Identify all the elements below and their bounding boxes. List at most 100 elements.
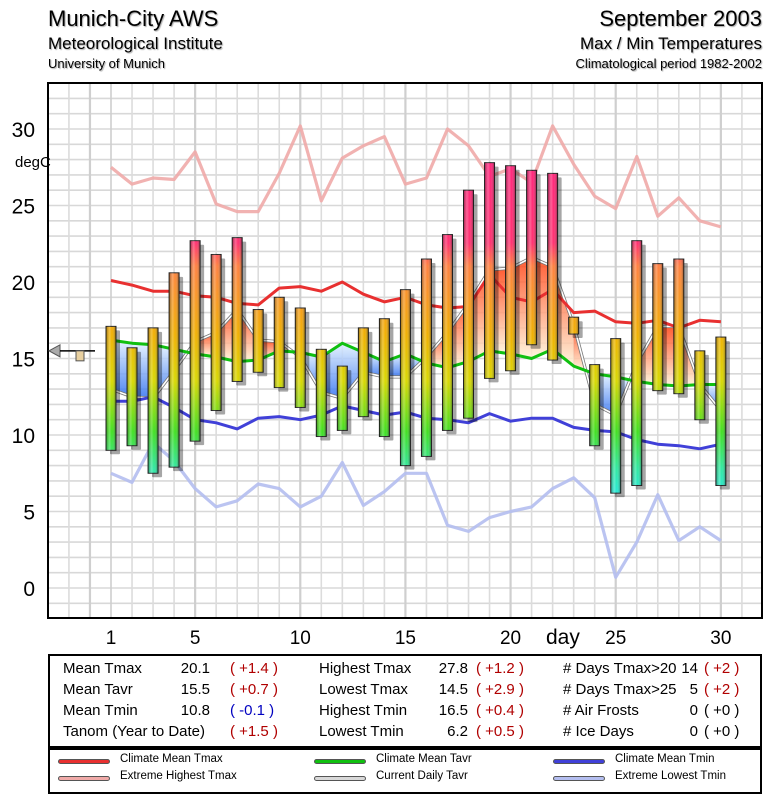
bar-bevel bbox=[715, 337, 726, 486]
bar-bevel bbox=[400, 289, 411, 466]
daily-bar bbox=[252, 309, 268, 377]
bar-bevel bbox=[337, 366, 348, 431]
stat-label: # Days Tmax>25 bbox=[563, 681, 677, 698]
legend-swatch bbox=[553, 776, 605, 781]
stat-anomaly: ( +1.4 ) bbox=[230, 660, 278, 677]
bar-bevel bbox=[379, 318, 390, 437]
stat-value: 20.1 bbox=[180, 660, 210, 677]
daily-bar bbox=[484, 162, 499, 383]
stat-value: 5 bbox=[689, 681, 698, 698]
university-title: University of Munich bbox=[48, 56, 166, 71]
legend-swatch bbox=[58, 776, 110, 781]
extreme-highest-tmax-line bbox=[110, 124, 722, 229]
stat-anomaly: ( -0.1 ) bbox=[230, 702, 275, 719]
stat-value: 27.8 bbox=[438, 660, 468, 677]
stat-anomaly: ( +2 ) bbox=[704, 681, 740, 698]
x-tick-label: 15 bbox=[395, 628, 416, 649]
daily-bar bbox=[378, 318, 394, 441]
bar-bevel bbox=[274, 297, 285, 388]
daily-bar bbox=[441, 234, 457, 435]
y-tick-label: 10 bbox=[12, 425, 35, 448]
bar-bevel bbox=[463, 190, 474, 419]
stat-value: 14.5 bbox=[438, 681, 468, 698]
x-tick-label: 30 bbox=[710, 628, 731, 649]
stat-anomaly: ( +0.5 ) bbox=[476, 723, 524, 740]
legend-label: Climate Mean Tmax bbox=[120, 753, 223, 765]
bar-bevel bbox=[610, 338, 621, 494]
extreme-lowest-tmin-line bbox=[110, 441, 722, 579]
daily-bar bbox=[652, 263, 667, 395]
daily-bar bbox=[694, 350, 709, 424]
daily-bar bbox=[231, 237, 247, 386]
daily-bar bbox=[210, 253, 226, 415]
stat-anomaly: ( +2.9 ) bbox=[476, 681, 524, 698]
stat-label: # Ice Days bbox=[563, 723, 634, 740]
marker-arrow-icon bbox=[47, 344, 61, 358]
daily-bar bbox=[420, 258, 436, 461]
y-tick-label: 20 bbox=[12, 272, 35, 295]
daily-bar bbox=[126, 347, 142, 450]
month-title: September 2003 bbox=[599, 6, 762, 31]
bar-bevel bbox=[169, 272, 180, 468]
daily-bar bbox=[547, 172, 562, 365]
bar-bevel bbox=[568, 317, 579, 335]
daily-bar bbox=[105, 325, 120, 455]
x-tick-label: 1 bbox=[106, 628, 117, 649]
x-tick-label: 5 bbox=[190, 628, 201, 649]
bar-bevel bbox=[526, 170, 537, 345]
daily-bar bbox=[147, 327, 163, 478]
bar-bevel bbox=[211, 254, 222, 411]
stat-value: 6.2 bbox=[447, 723, 468, 740]
stat-label: Mean Tmin bbox=[63, 702, 138, 719]
bar-bevel bbox=[421, 259, 432, 457]
stat-anomaly: ( +0.7 ) bbox=[230, 681, 278, 698]
bar-bevel bbox=[253, 309, 264, 373]
stat-label: Lowest Tmax bbox=[319, 681, 408, 698]
y-tick-label: 15 bbox=[12, 349, 35, 372]
legend-swatch bbox=[553, 759, 605, 764]
bar-bevel bbox=[547, 173, 558, 361]
daily-bar bbox=[463, 189, 478, 423]
bar-bevel bbox=[106, 326, 116, 451]
daily-bar bbox=[673, 258, 688, 398]
stat-value: 15.5 bbox=[180, 681, 210, 698]
bar-bevel bbox=[694, 350, 705, 420]
chart-subtitle: Max / Min Temperatures bbox=[579, 34, 762, 53]
bar-bevel bbox=[631, 240, 642, 486]
daily-bar bbox=[399, 289, 415, 470]
legend-label: Extreme Lowest Tmin bbox=[615, 770, 726, 782]
stat-anomaly: ( +1.2 ) bbox=[476, 660, 524, 677]
daily-bar bbox=[189, 240, 205, 446]
bar-bevel bbox=[148, 327, 159, 474]
stat-label: # Air Frosts bbox=[563, 702, 639, 719]
daily-bar bbox=[589, 364, 604, 450]
legend: Climate Mean Tmax Extreme Highest Tmax Cli… bbox=[48, 748, 762, 794]
daily-bar bbox=[505, 165, 520, 375]
daily-bar bbox=[568, 316, 583, 339]
legend-label: Extreme Highest Tmax bbox=[120, 770, 237, 782]
daily-bar bbox=[168, 272, 184, 472]
legend-swatch bbox=[314, 776, 366, 781]
legend-label: Climate Mean Tavr bbox=[376, 753, 472, 765]
y-tick-label: 0 bbox=[23, 578, 35, 601]
y-axis-ticks: 0 5 10 15 20 25 30 bbox=[12, 119, 35, 601]
x-tick-label: 10 bbox=[290, 628, 311, 649]
stat-label: Highest Tmin bbox=[319, 702, 408, 719]
legend-swatch bbox=[58, 759, 110, 764]
y-tick-label: 25 bbox=[12, 196, 35, 219]
statistics-panel: Mean Tmax 20.1 ( +1.4 ) Mean Tavr 15.5 ( +0.7… bbox=[48, 654, 762, 748]
daily-bar bbox=[315, 348, 331, 441]
x-axis-label: day bbox=[546, 626, 580, 649]
daily-bar bbox=[526, 169, 541, 349]
annual-anomaly-marker bbox=[47, 344, 95, 362]
plot-frame bbox=[47, 82, 763, 619]
stat-anomaly: ( +0 ) bbox=[704, 723, 740, 740]
daily-bars bbox=[105, 162, 730, 498]
daily-bar bbox=[357, 327, 373, 421]
stat-value: 0 bbox=[689, 723, 698, 740]
bar-bevel bbox=[295, 308, 306, 408]
bar-bevel bbox=[127, 347, 138, 446]
daily-bar bbox=[610, 338, 625, 498]
legend-label: Climate Mean Tmin bbox=[615, 753, 715, 765]
